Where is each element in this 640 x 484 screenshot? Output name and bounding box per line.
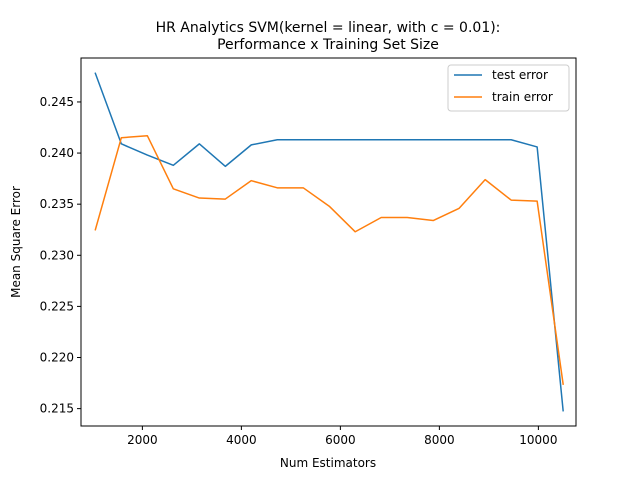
plot-area (94, 72, 564, 412)
x-tick-label: 8000 (424, 433, 455, 447)
y-tick-label: 0.215 (40, 402, 74, 416)
axes: 2000 4000 6000 8000 10000 0.215 0.220 0.225 0.23… (40, 57, 577, 447)
x-tick-label: 4000 (226, 433, 257, 447)
series-line-0 (94, 72, 564, 412)
chart-subtitle: Performance x Training Set Size (217, 37, 439, 53)
x-tick-label: 2000 (127, 433, 158, 447)
legend-box (447, 64, 570, 112)
series-line-1 (94, 134, 564, 385)
x-tick-label: 10000 (519, 433, 557, 447)
y-tick-label: 0.235 (40, 197, 74, 211)
y-tick-label: 0.225 (40, 299, 74, 313)
y-tick-label: 0.230 (40, 248, 74, 262)
legend: test error train error (447, 64, 570, 112)
legend-label-0: test error (492, 68, 548, 82)
y-tick-label: 0.245 (40, 95, 74, 109)
x-axis-label: Num Estimators (280, 456, 376, 470)
x-tick-label: 6000 (325, 433, 356, 447)
y-tick-label: 0.220 (40, 351, 74, 365)
y-tick-label: 0.240 (40, 146, 74, 160)
chart-title: HR Analytics SVM(kernel = linear, with c… (156, 20, 501, 36)
legend-label-1: train error (492, 90, 553, 104)
axes-frame (80, 57, 577, 427)
y-axis-label: Mean Square Error (9, 186, 23, 298)
